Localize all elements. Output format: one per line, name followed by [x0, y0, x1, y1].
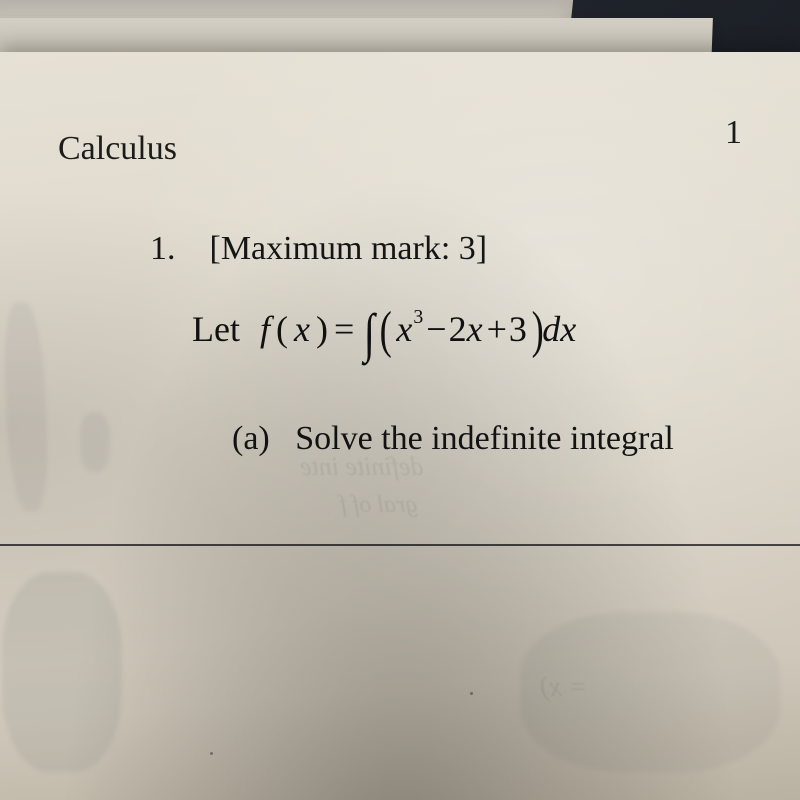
speck [470, 692, 473, 695]
fn-x: x [294, 308, 310, 350]
term2-x: x [467, 308, 483, 350]
bleed-through-text: = x) [540, 672, 588, 704]
term3-const: 3 [509, 308, 527, 350]
integral-definition: Let f(x) = ∫ ( x3 − 2x + 3 ) dx [192, 308, 576, 350]
dx-x: x [560, 309, 576, 349]
subject-heading: Calculus [58, 130, 177, 168]
polynomial: x3 − 2x + 3 [396, 308, 526, 350]
smudge [2, 572, 122, 772]
bleed-through-text: gral of f [340, 492, 417, 519]
minus-sign: − [426, 308, 446, 350]
max-mark-bracket: [Maximum mark: 3] [210, 230, 488, 267]
question-heading: 1. [Maximum mark: 3] [150, 230, 487, 268]
plus-sign: + [487, 308, 507, 350]
smudge [80, 412, 110, 472]
part-a-label: (a) [232, 420, 270, 457]
part-a-text: Solve the indefinite integral [295, 420, 674, 457]
fn-f: f [260, 308, 270, 350]
question-number: 1. [150, 230, 176, 267]
let-word: Let [192, 308, 240, 350]
speck [210, 752, 213, 755]
term2-coeff: 2 [449, 308, 467, 350]
equals-sign: = [334, 308, 354, 350]
fn-close: ) [316, 308, 328, 350]
smudge [1, 301, 52, 513]
question-part-a: (a) Solve the indefinite integral [232, 420, 674, 458]
horizontal-rule [0, 544, 800, 546]
term1-x: x [396, 308, 412, 350]
term1-exponent: 3 [413, 306, 423, 329]
worksheet-page: definite inte gral of f = x) Calculus 1 … [0, 52, 800, 800]
dx-d: d [542, 309, 560, 349]
differential-dx: dx [548, 308, 576, 350]
page-number: 1 [725, 114, 742, 152]
fn-open: ( [276, 308, 288, 350]
